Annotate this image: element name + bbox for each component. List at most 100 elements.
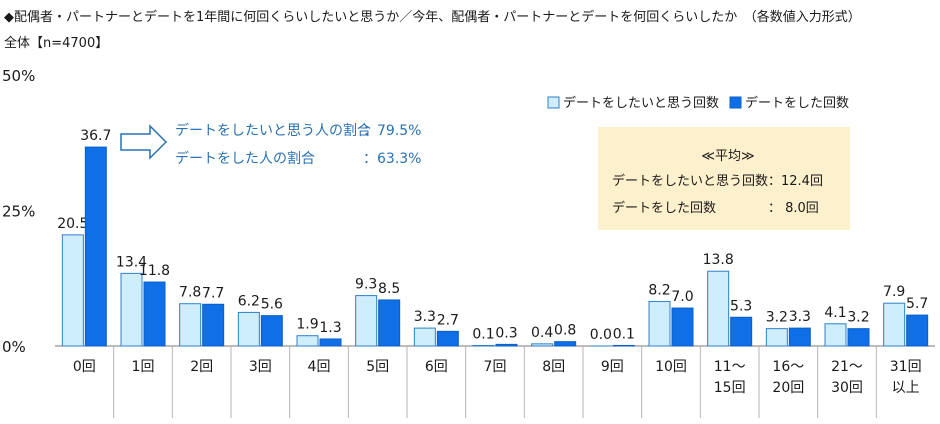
bar-did bbox=[730, 316, 753, 347]
data-label: 4.1 bbox=[824, 305, 846, 321]
data-label: 2.7 bbox=[437, 312, 459, 328]
data-label: 7.8 bbox=[179, 285, 201, 301]
bar-did bbox=[202, 303, 225, 347]
average-want-value: ：12.4回 bbox=[768, 174, 823, 189]
average-want-label: デートをしたいと思う回数 bbox=[612, 173, 768, 189]
chart-title: ◆配偶者・パートナーとデートを1年間に何回くらいしたいと思うか／今年、配偶者・パ… bbox=[4, 10, 861, 25]
average-box: ≪平均≫ デートをしたいと思う回数 ：12.4回 デートをした回数 ： 8.0回 bbox=[598, 127, 850, 230]
category-label: 2回 bbox=[190, 359, 213, 375]
bar-want bbox=[824, 323, 847, 347]
bar-want bbox=[413, 327, 436, 347]
bar-series: 20.5 36.7 13.411.8 7.8 7.7 6.2 5.6 1.9 1.3 9.3 8.5… bbox=[57, 128, 929, 347]
category-label: 8回 bbox=[542, 359, 565, 375]
data-label: 0.1 bbox=[472, 326, 494, 342]
bar-want bbox=[120, 272, 143, 347]
category-label: 7回 bbox=[484, 359, 507, 375]
bar-did bbox=[84, 146, 107, 347]
bar-did bbox=[671, 307, 694, 347]
bar-did bbox=[906, 314, 929, 347]
y-axis-ticks: 50% 25% 0% bbox=[2, 67, 35, 356]
data-label: 5.3 bbox=[730, 298, 752, 314]
sample-size-label: 全体【n=4700】 bbox=[4, 36, 109, 51]
data-label: 3.2 bbox=[766, 310, 788, 326]
data-label: 5.6 bbox=[261, 297, 283, 313]
data-label: 20.5 bbox=[57, 216, 88, 232]
category-label: 0回 bbox=[73, 359, 96, 375]
bar-did bbox=[788, 327, 811, 347]
right-arrow-icon bbox=[120, 124, 168, 160]
data-label: 11.8 bbox=[139, 263, 170, 279]
category-label: 4回 bbox=[308, 359, 331, 375]
category-axis: 0回 1回 2回 3回 4回 5回 6回 7回 8回 9回 10回 11～ 15回 16～ 20回 21～ 30… bbox=[73, 346, 922, 418]
data-label: 3.3 bbox=[789, 309, 811, 325]
data-label: 9.3 bbox=[355, 277, 377, 293]
category-label: 11～ bbox=[714, 359, 746, 375]
note-did-label: デートをした人の割合 bbox=[175, 150, 315, 167]
legend-label-did: デートをした回数 bbox=[745, 95, 849, 111]
note-want-value: ：79.5% bbox=[363, 123, 421, 139]
bar-want bbox=[237, 311, 260, 347]
data-label: 1.3 bbox=[319, 320, 341, 336]
category-label: 9回 bbox=[601, 359, 624, 375]
legend-swatch-want bbox=[547, 96, 560, 109]
bar-want bbox=[883, 302, 906, 347]
y-tick-label: 0% bbox=[2, 338, 26, 356]
data-label: 5.7 bbox=[906, 296, 928, 312]
bar-did bbox=[612, 344, 635, 347]
category-label: 5回 bbox=[366, 359, 389, 375]
note-did-value: ：63.3% bbox=[363, 151, 421, 167]
data-label: 3.2 bbox=[847, 310, 869, 326]
bar-want bbox=[179, 303, 202, 347]
category-label: 20回 bbox=[772, 380, 804, 396]
data-label: 8.2 bbox=[648, 283, 670, 299]
average-title: ≪平均≫ bbox=[701, 149, 754, 164]
data-label: 0.4 bbox=[531, 325, 553, 341]
average-box-bg bbox=[598, 127, 850, 230]
bar-want bbox=[765, 328, 788, 347]
data-label: 13.4 bbox=[116, 254, 147, 270]
data-label: 7.0 bbox=[671, 289, 693, 305]
data-label: 36.7 bbox=[80, 128, 111, 144]
bar-want bbox=[648, 301, 671, 347]
category-label: 6回 bbox=[425, 359, 448, 375]
note-want-label: デートをしたいと思う人の割合 bbox=[175, 122, 371, 139]
bar-did bbox=[436, 330, 459, 347]
category-label: 10回 bbox=[655, 359, 687, 375]
category-label: 15回 bbox=[714, 380, 746, 396]
bar-want bbox=[355, 295, 378, 347]
category-label: 21～ bbox=[831, 359, 863, 375]
legend: デートをしたいと思う回数 デートをした回数 bbox=[547, 95, 849, 111]
y-tick-label: 25% bbox=[2, 203, 35, 221]
bar-want bbox=[296, 335, 319, 347]
bar-did bbox=[847, 328, 870, 347]
legend-label-want: デートをしたいと思う回数 bbox=[563, 95, 719, 111]
bar-did bbox=[319, 338, 342, 347]
data-label: 1.9 bbox=[296, 317, 318, 333]
bar-did bbox=[260, 315, 283, 347]
bar-want bbox=[61, 234, 84, 347]
data-label: 7.9 bbox=[883, 284, 905, 300]
category-label: 16～ bbox=[772, 359, 804, 375]
data-label: 7.7 bbox=[202, 285, 224, 301]
average-did-label: デートをした回数 bbox=[612, 200, 716, 216]
category-label: 31回 bbox=[890, 359, 922, 375]
bar-did bbox=[495, 343, 518, 347]
legend-swatch-did bbox=[729, 96, 742, 109]
average-did-value: ： 8.0回 bbox=[768, 201, 819, 216]
annotation-note: デートをしたいと思う人の割合 ：79.5% デートをした人の割合 ：63.3% bbox=[120, 122, 421, 167]
bar-did bbox=[378, 299, 401, 347]
bar-did bbox=[554, 341, 577, 347]
data-label: 0.1 bbox=[613, 326, 635, 342]
data-label: 3.3 bbox=[414, 309, 436, 325]
data-label: 6.2 bbox=[238, 293, 260, 309]
bar-did bbox=[143, 281, 166, 347]
data-label: 8.5 bbox=[378, 281, 400, 297]
bar-want bbox=[472, 344, 495, 347]
bar-want bbox=[531, 343, 554, 347]
data-label: 0.8 bbox=[554, 323, 576, 339]
category-label: 30回 bbox=[831, 380, 863, 396]
data-label: 0.3 bbox=[495, 325, 517, 341]
category-label: 1回 bbox=[132, 359, 155, 375]
category-label: 3回 bbox=[249, 359, 272, 375]
